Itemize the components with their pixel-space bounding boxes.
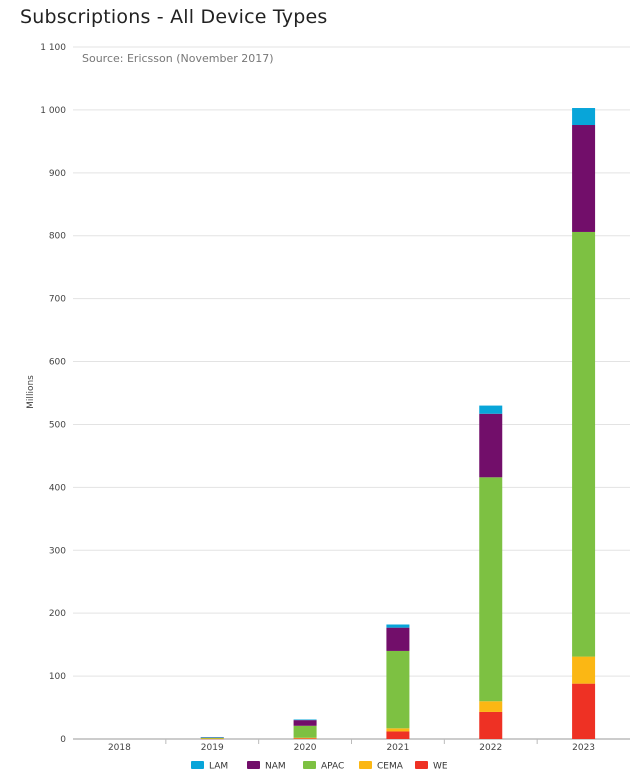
bar-nam-2021[interactable] [386, 627, 410, 651]
bar-cema-2019[interactable] [200, 738, 224, 739]
bar-we-2021[interactable] [386, 731, 410, 739]
y-tick-label: 900 [49, 169, 66, 179]
bar-cema-2022[interactable] [479, 701, 503, 712]
bar-apac-2020[interactable] [293, 725, 317, 738]
y-tick-label: 600 [49, 358, 66, 368]
legend-swatch [247, 761, 260, 769]
source-note: Source: Ericsson (November 2017) [82, 52, 274, 65]
y-tick-label: 100 [49, 672, 66, 682]
bar-apac-2021[interactable] [386, 650, 410, 729]
legend-label: WE [433, 762, 448, 772]
y-tick-label: 500 [49, 420, 66, 430]
grid-lines [73, 46, 630, 740]
legend-swatch [191, 761, 204, 769]
y-tick-label: 1 000 [40, 106, 66, 116]
legend-label: LAM [209, 762, 228, 772]
legend-label: NAM [265, 762, 286, 772]
y-tick-label: 700 [49, 295, 66, 305]
bar-apac-2023[interactable] [572, 231, 596, 657]
bar-lam-2022[interactable] [479, 405, 503, 414]
legend-label: APAC [321, 762, 344, 772]
x-tick-label: 2019 [201, 743, 224, 753]
y-tick-label: 800 [49, 232, 66, 242]
legend: LAM NAM APAC CEMA WE [191, 761, 448, 772]
legend-item-apac[interactable]: APAC [303, 761, 344, 772]
y-tick-label: 0 [60, 735, 66, 745]
chart-title: Subscriptions - All Device Types [20, 6, 328, 28]
x-axis-ticks: 2018 2019 2020 2021 2022 2023 [108, 739, 595, 753]
y-tick-label: 200 [49, 609, 66, 619]
bar-apac-2019[interactable] [200, 737, 224, 739]
bar-nam-2022[interactable] [479, 413, 503, 478]
legend-item-lam[interactable]: LAM [191, 761, 228, 772]
x-tick-label: 2020 [294, 743, 317, 753]
x-tick-label: 2022 [479, 743, 502, 753]
bar-lam-2021[interactable] [386, 624, 410, 628]
legend-swatch [415, 761, 428, 769]
x-tick-label: 2018 [108, 743, 131, 753]
y-tick-label: 1 100 [40, 43, 66, 53]
bar-lam-2023[interactable] [572, 108, 596, 126]
bar-nam-2020[interactable] [293, 720, 317, 726]
x-tick-label: 2023 [572, 743, 595, 753]
legend-label: CEMA [377, 762, 404, 772]
y-tick-label: 300 [49, 546, 66, 556]
legend-item-we[interactable]: WE [415, 761, 448, 772]
bar-we-2022[interactable] [479, 711, 503, 739]
legend-item-nam[interactable]: NAM [247, 761, 286, 772]
bar-lam-2019[interactable] [200, 737, 224, 738]
bar-cema-2021[interactable] [386, 728, 410, 732]
bar-cema-2020[interactable] [293, 737, 317, 739]
bar-nam-2023[interactable] [572, 125, 596, 232]
y-tick-label: 400 [49, 483, 66, 493]
bar-we-2023[interactable] [572, 683, 596, 739]
legend-item-cema[interactable]: CEMA [359, 761, 404, 772]
bar-we-2020[interactable] [293, 738, 317, 739]
bar-lam-2020[interactable] [293, 719, 317, 721]
legend-swatch [303, 761, 316, 769]
bar-apac-2022[interactable] [479, 477, 503, 702]
legend-swatch [359, 761, 372, 769]
x-tick-label: 2021 [386, 743, 409, 753]
bar-cema-2023[interactable] [572, 656, 596, 684]
y-axis-ticks: 0 100 200 300 400 500 600 700 800 900 1 000 1 100 [40, 43, 66, 745]
bars [200, 108, 596, 740]
y-axis-label: Millions [26, 375, 36, 409]
